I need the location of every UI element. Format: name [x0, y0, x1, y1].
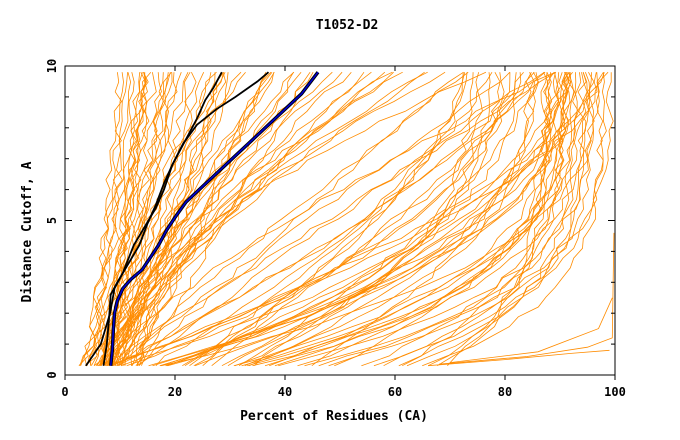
model-curve — [120, 72, 517, 367]
highlight-curve-black — [85, 71, 270, 367]
model-curve — [447, 72, 549, 366]
model-curve — [109, 72, 598, 367]
model-curve — [109, 71, 343, 366]
model-curve — [111, 71, 546, 367]
model-curve — [428, 72, 551, 367]
model-curve — [211, 71, 535, 367]
model-curve — [130, 71, 394, 366]
model-curve — [106, 71, 556, 366]
model-curve — [83, 72, 123, 366]
model-curve — [189, 71, 493, 367]
model-curve — [119, 71, 294, 366]
model-curve — [167, 71, 570, 367]
model-curve — [227, 72, 483, 367]
model-curve — [117, 71, 469, 366]
model-curve — [111, 72, 141, 366]
model-curve — [193, 72, 464, 367]
model-curve — [402, 72, 568, 367]
model-curve — [238, 72, 540, 367]
model-curve — [121, 72, 229, 366]
x-tick-label: 100 — [604, 385, 626, 399]
highlighted-curves — [85, 71, 320, 367]
y-tick-label: 5 — [45, 217, 59, 224]
model-curve — [373, 72, 607, 367]
model-curve — [118, 71, 464, 367]
model-curve — [116, 71, 524, 367]
model-curve — [93, 72, 132, 366]
model-curve — [155, 72, 466, 366]
model-curve — [318, 72, 614, 367]
x-axis-label: Percent of Residues (CA) — [240, 409, 428, 424]
model-curve — [361, 72, 570, 367]
model-curve — [274, 72, 590, 367]
model-curve — [130, 72, 267, 366]
highlight-curve-blue — [109, 71, 319, 366]
model-curve — [84, 72, 148, 367]
model-curve — [100, 71, 273, 366]
model-curve — [138, 71, 275, 366]
chart-title: T1052-D2 — [316, 18, 379, 33]
model-curve — [406, 72, 591, 367]
model-curve — [105, 71, 246, 366]
model-curve — [138, 71, 511, 366]
x-tick-label: 0 — [61, 385, 68, 399]
x-tick-label: 40 — [278, 385, 292, 399]
model-curve — [398, 72, 587, 367]
y-axis-label: Distance Cutoff, A — [20, 161, 35, 302]
model-curve — [311, 72, 539, 367]
model-curve — [107, 71, 425, 366]
model-curve — [438, 232, 615, 365]
model-curve — [97, 71, 557, 367]
model-curve — [78, 72, 124, 366]
model-curve — [79, 72, 147, 366]
model-curve — [96, 71, 365, 366]
x-axis: 0 20 40 60 80 100 — [61, 66, 626, 399]
y-tick-label: 10 — [45, 59, 59, 73]
highlight-curve-black — [102, 71, 223, 366]
y-tick-label: 0 — [45, 371, 59, 378]
model-curve — [254, 72, 572, 366]
model-curve — [103, 72, 171, 366]
model-curve — [297, 71, 555, 367]
x-tick-label: 60 — [388, 385, 402, 399]
model-curve — [131, 71, 302, 366]
model-curve — [104, 71, 272, 366]
model-curve — [135, 71, 352, 366]
model-curve — [111, 71, 152, 366]
x-tick-label: 20 — [168, 385, 182, 399]
y-axis: 0 5 10 — [45, 59, 615, 379]
x-tick-label: 80 — [498, 385, 512, 399]
model-curve — [106, 72, 505, 367]
model-curve — [126, 72, 511, 367]
model-curve — [278, 72, 595, 367]
model-curve — [86, 72, 157, 366]
model-curve — [247, 72, 560, 367]
model-curve — [111, 72, 205, 366]
model-curve — [436, 72, 582, 367]
model-curve — [160, 72, 535, 367]
model-curve — [328, 72, 595, 367]
model-curve — [122, 71, 295, 366]
model-curve — [422, 71, 604, 367]
model-curve — [111, 72, 275, 366]
model-curve — [449, 297, 613, 363]
model-curve — [182, 71, 609, 367]
model-curve — [269, 72, 578, 367]
model-curve — [244, 72, 532, 367]
model-curve — [234, 72, 474, 367]
model-curves — [78, 71, 615, 367]
model-curve — [334, 72, 588, 367]
model-curve — [427, 349, 610, 367]
